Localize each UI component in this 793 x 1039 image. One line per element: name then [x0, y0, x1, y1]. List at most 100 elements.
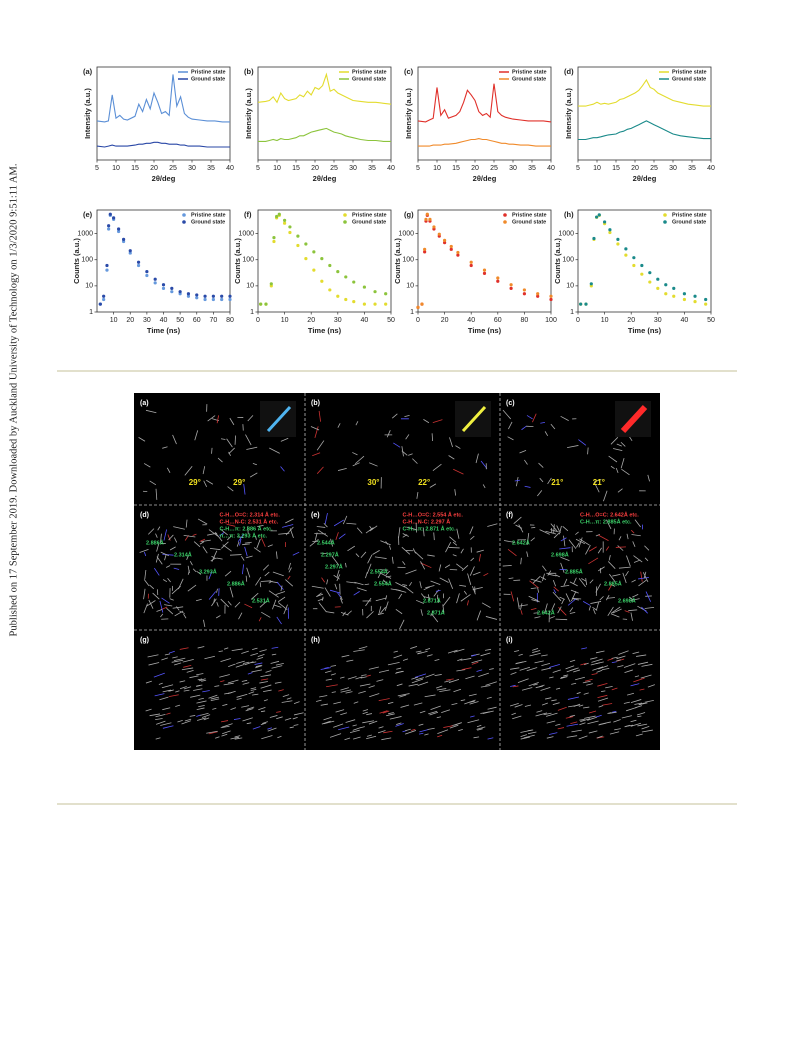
data-point [195, 296, 199, 300]
molecule-bond [624, 724, 630, 728]
molecule-bond [527, 729, 534, 732]
molecule-bond [448, 455, 455, 460]
molecule-bond [331, 555, 340, 566]
molecule-bond [335, 709, 345, 713]
molecule-bond [551, 603, 556, 611]
crystal [266, 405, 292, 433]
molecule-bond [215, 736, 220, 739]
data-point [211, 297, 215, 302]
data-point [105, 263, 109, 268]
molecule-bond [258, 617, 262, 622]
molecule-bond [402, 658, 409, 661]
molecule-bond [224, 570, 232, 577]
molecule-bond [243, 661, 250, 664]
molecule-bond [532, 575, 541, 584]
data-point [352, 280, 356, 284]
molecule-bond [246, 706, 255, 710]
molecule-bond [236, 660, 245, 664]
molecule-bond [617, 665, 624, 668]
molecule-bond [249, 472, 258, 478]
molecule-bond [415, 677, 424, 681]
molecule-bond [447, 649, 458, 654]
molecule-bond [220, 658, 231, 663]
molecule-bond [353, 736, 361, 740]
molecule-bond [555, 687, 561, 690]
molecule-bond [537, 490, 543, 497]
distance-label: 2.885Å [565, 568, 583, 575]
data-point [128, 251, 132, 255]
molecule-bond [607, 658, 614, 661]
x-tick-label: 30 [143, 317, 151, 324]
molecule-bond [236, 693, 248, 698]
molecule-bond [425, 647, 431, 651]
molecule-bond [435, 685, 443, 689]
x-axis-label: 2θ/deg [152, 174, 176, 183]
distance-label: 2.886Å [146, 539, 164, 546]
y-axis-label: Counts (a.u.) [72, 238, 81, 284]
molecule-bond [542, 565, 547, 572]
legend-swatch [343, 220, 347, 224]
data-point [420, 302, 424, 306]
molecule-bond [323, 716, 332, 721]
x-tick-label: 20 [627, 317, 635, 324]
molecule-bond [143, 588, 146, 600]
molecule-bond [333, 574, 340, 580]
molecule-bond [199, 538, 206, 542]
molecule-bond [369, 525, 378, 532]
molecule-bond [183, 534, 196, 538]
molecule-bond [337, 468, 347, 471]
x-tick-label: 60 [494, 317, 502, 324]
molecule-bond [211, 598, 217, 607]
x-tick-label: 30 [509, 165, 517, 172]
molecule-bond [292, 716, 298, 720]
molecule-bond [472, 571, 481, 576]
molecule-bond [631, 579, 636, 583]
data-point [509, 283, 513, 287]
molecule-bond [155, 718, 163, 721]
molecule-bond [414, 673, 427, 678]
plot-frame [577, 209, 712, 313]
molecule-bond [520, 603, 523, 610]
molecule-bond [362, 711, 368, 715]
molecule-bond [156, 542, 160, 552]
molecule-bond [560, 584, 570, 588]
molecule-bond [526, 667, 538, 672]
molecule-bond [293, 724, 299, 726]
molecule-bond [402, 584, 408, 586]
molecule-bond [162, 553, 174, 556]
molecule-bond [382, 710, 390, 714]
molecule-bond [645, 591, 651, 602]
molecule-bond [458, 729, 463, 732]
molecule-bond [514, 650, 520, 652]
x-tick-label: 10 [601, 317, 609, 324]
data-point [522, 288, 527, 292]
molecule-bond [395, 582, 406, 588]
molecule-bond [602, 703, 613, 706]
molecule-bond [258, 706, 266, 711]
contact-label: C-H…π: 2.885Å etc. [580, 518, 632, 525]
molecule-bond [641, 726, 650, 730]
data-point [362, 285, 366, 289]
molecule-bond [568, 539, 577, 549]
molecule-bond [502, 409, 512, 420]
molecule-bond [560, 562, 565, 573]
molecule-bond [250, 653, 259, 656]
molecule-bond [340, 689, 352, 693]
plot-frame [257, 209, 392, 313]
molecule-bond [644, 545, 650, 551]
data-point [616, 242, 620, 246]
molecule-bond [644, 606, 655, 609]
molecule-bond [445, 541, 452, 553]
molecule-bond [202, 546, 208, 554]
molecule-bond [345, 719, 356, 723]
molecule-bond [584, 715, 596, 719]
molecule-bond [635, 733, 643, 737]
molecule-bond [155, 553, 159, 563]
molecule-bond [160, 533, 162, 543]
distance-label: 2.885Å [604, 580, 622, 587]
molecule-bond [563, 535, 566, 547]
molecule-bond [391, 413, 398, 419]
molecule-bond [408, 453, 413, 456]
crystal [461, 405, 487, 433]
molecule-bond [519, 666, 531, 671]
